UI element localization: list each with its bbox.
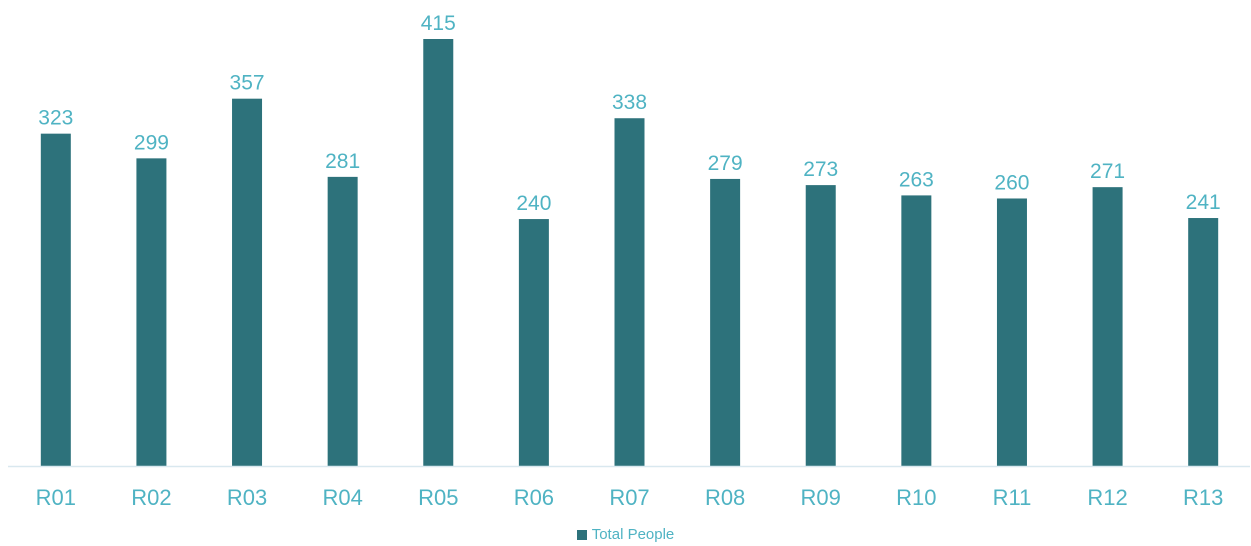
x-tick-label-r05: R05 — [418, 485, 458, 510]
x-tick-label-r06: R06 — [514, 485, 554, 510]
value-labels-group: 323 299 357 281 415 240 338 279 273 263 260 271 241 — [38, 12, 1220, 215]
bar-r11 — [996, 198, 1027, 467]
x-tick-label-r07: R07 — [609, 485, 649, 510]
x-tick-labels-group: R01 R02 R03 R04 R05 R06 R07 R08 R09 R10 R11 R12 R13 — [36, 485, 1224, 510]
bar-value-label-r06: 240 — [516, 192, 551, 215]
legend-swatch — [576, 529, 587, 540]
legend: Total People — [0, 526, 1251, 543]
bar-value-label-r11: 260 — [994, 171, 1029, 194]
x-tick-label-r03: R03 — [227, 485, 267, 510]
x-tick-label-r09: R09 — [801, 485, 841, 510]
bar-value-label-r04: 281 — [325, 150, 360, 173]
legend-label: Total People — [591, 526, 675, 543]
x-tick-label-r02: R02 — [131, 485, 171, 510]
bar-value-label-r08: 279 — [708, 152, 743, 175]
x-tick-label-r01: R01 — [36, 485, 76, 510]
bar-r09 — [805, 185, 836, 467]
bar-value-label-r10: 263 — [899, 168, 934, 191]
x-tick-label-r11: R11 — [993, 485, 1032, 510]
bar-value-label-r01: 323 — [38, 107, 73, 130]
bar-r10 — [901, 195, 932, 466]
bar-r04 — [327, 176, 358, 466]
bar-r05 — [423, 39, 454, 466]
bars-group — [40, 39, 1219, 467]
bar-value-label-r09: 273 — [803, 158, 838, 181]
bar-r08 — [710, 178, 741, 466]
bar-value-label-r12: 271 — [1090, 160, 1125, 183]
bar-value-label-r02: 299 — [134, 131, 169, 154]
bar-r02 — [136, 158, 167, 466]
bar-value-label-r05: 415 — [421, 12, 456, 35]
bar-r07 — [614, 118, 645, 466]
bar-r01 — [40, 133, 71, 466]
bar-r13 — [1188, 218, 1219, 466]
x-tick-label-r12: R12 — [1087, 485, 1127, 510]
bar-r06 — [518, 219, 549, 466]
x-tick-label-r08: R08 — [705, 485, 745, 510]
bar-r03 — [232, 98, 263, 467]
x-tick-label-r04: R04 — [322, 485, 362, 510]
bar-r12 — [1092, 187, 1123, 466]
x-tick-label-r13: R13 — [1183, 485, 1223, 510]
bar-value-label-r03: 357 — [230, 72, 265, 95]
bar-value-label-r07: 338 — [612, 91, 647, 114]
bar-value-label-r13: 241 — [1186, 191, 1221, 214]
x-tick-label-r10: R10 — [896, 485, 936, 510]
